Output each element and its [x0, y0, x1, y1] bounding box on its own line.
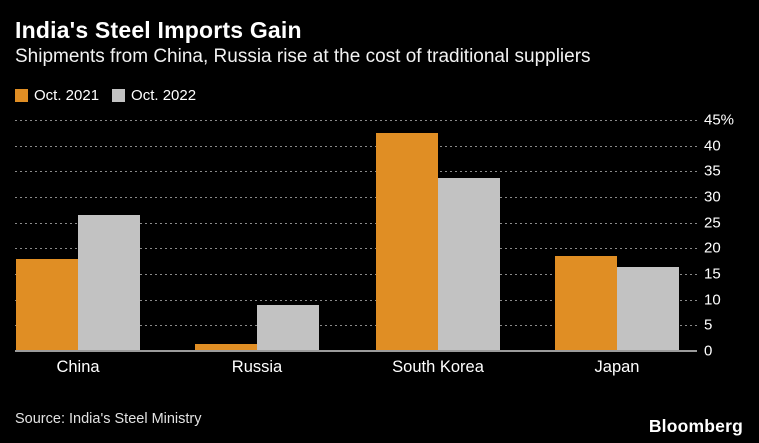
legend-item-oct-2021: Oct. 2021 — [15, 87, 99, 104]
gridline-45 — [15, 120, 697, 121]
bar-group-russia — [195, 120, 319, 351]
gridline-15 — [15, 274, 697, 275]
x-axis-label-russia: Russia — [231, 358, 283, 376]
y-axis-tick-30: 30 — [704, 188, 721, 206]
legend-item-oct-2022: Oct. 2022 — [112, 87, 196, 104]
y-axis-tick-45: 45% — [704, 111, 735, 129]
x-axis-label-china: China — [56, 358, 100, 376]
bar-group-south-korea — [376, 120, 500, 351]
gridline-20 — [15, 248, 697, 250]
bar-oct-2021-south-korea — [376, 132, 438, 351]
bar-oct-2021-russia — [195, 344, 257, 351]
gridline-30 — [15, 197, 697, 198]
x-axis-label-south-korea: South Korea — [392, 358, 484, 376]
bar-group-japan — [555, 120, 679, 351]
bar-oct-2022-south-korea — [438, 178, 500, 351]
gridline-5 — [15, 325, 697, 327]
y-axis-tick-20: 20 — [704, 239, 721, 257]
bar-oct-2022-china — [78, 214, 140, 351]
legend-label-oct-2022: Oct. 2022 — [131, 87, 197, 104]
plot-area: 45% 40 35 30 25 20 15 10 5 0 China Russia South Kor… — [15, 112, 734, 376]
bar-group-china — [16, 120, 140, 351]
y-axis: 45% 40 35 30 25 20 15 10 5 0 — [704, 112, 759, 360]
legend-swatch-oct-2021-icon — [15, 89, 28, 102]
gridline-25 — [15, 222, 697, 224]
gridline-10 — [15, 299, 697, 301]
page-title: India's Steel Imports Gain — [15, 17, 302, 43]
page-subtitle: Shipments from China, Russia rise at the… — [15, 46, 591, 67]
y-axis-tick-5: 5 — [704, 316, 713, 334]
bar-oct-2022-russia — [257, 304, 319, 351]
legend-swatch-oct-2022-icon — [112, 89, 126, 102]
x-axis-label-japan: Japan — [594, 358, 640, 376]
y-axis-tick-15: 15 — [704, 265, 721, 283]
y-axis-tick-10: 10 — [704, 291, 721, 309]
legend-label-oct-2021: Oct. 2021 — [34, 87, 100, 104]
y-axis-tick-35: 35 — [704, 162, 721, 180]
bar-oct-2022-japan — [617, 267, 679, 351]
bar-oct-2021-japan — [555, 256, 617, 351]
bar-oct-2021-china — [16, 258, 78, 351]
gridline-35 — [15, 171, 697, 173]
y-axis-tick-40: 40 — [704, 137, 721, 155]
x-axis-baseline — [15, 350, 697, 352]
y-axis-tick-25: 25 — [704, 214, 721, 232]
gridline-40 — [15, 145, 697, 147]
legend: Oct. 2021 Oct. 2022 — [15, 87, 196, 104]
y-axis-tick-0: 0 — [704, 342, 713, 360]
source-note: Source: India's Steel Ministry — [15, 411, 202, 427]
bloomberg-logo: Bloomberg — [648, 416, 743, 436]
